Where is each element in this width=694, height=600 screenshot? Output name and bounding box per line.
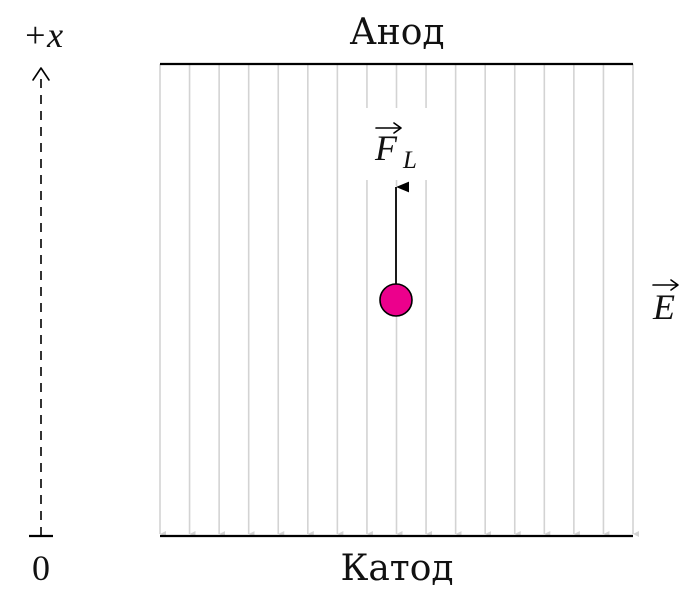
force-vector-arrow-icon (375, 122, 402, 134)
axis-top-label: +x (23, 15, 63, 55)
force-label: F (374, 128, 398, 168)
x-axis (29, 67, 53, 538)
field-label-group: E (652, 279, 679, 327)
field-label: E (652, 287, 675, 327)
axis-zero-label: 0 (32, 548, 50, 588)
x-axis-arrow-icon (32, 67, 50, 81)
charged-particle-icon (379, 283, 413, 317)
anode-label: Анод (349, 12, 444, 53)
field-vector-arrow-icon (652, 279, 679, 291)
cathode-label: Катод (340, 548, 453, 589)
force-label-background (362, 108, 432, 180)
force-subscript: L (402, 147, 417, 174)
force-label-group: F L (374, 122, 417, 174)
electric-field-lines (159, 64, 639, 537)
